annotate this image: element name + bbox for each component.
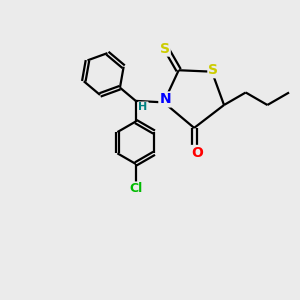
Text: N: N: [159, 92, 171, 106]
Text: S: S: [208, 63, 218, 77]
Text: O: O: [191, 146, 203, 160]
Text: H: H: [139, 102, 148, 112]
Text: Cl: Cl: [129, 182, 142, 195]
Text: S: S: [160, 42, 170, 56]
